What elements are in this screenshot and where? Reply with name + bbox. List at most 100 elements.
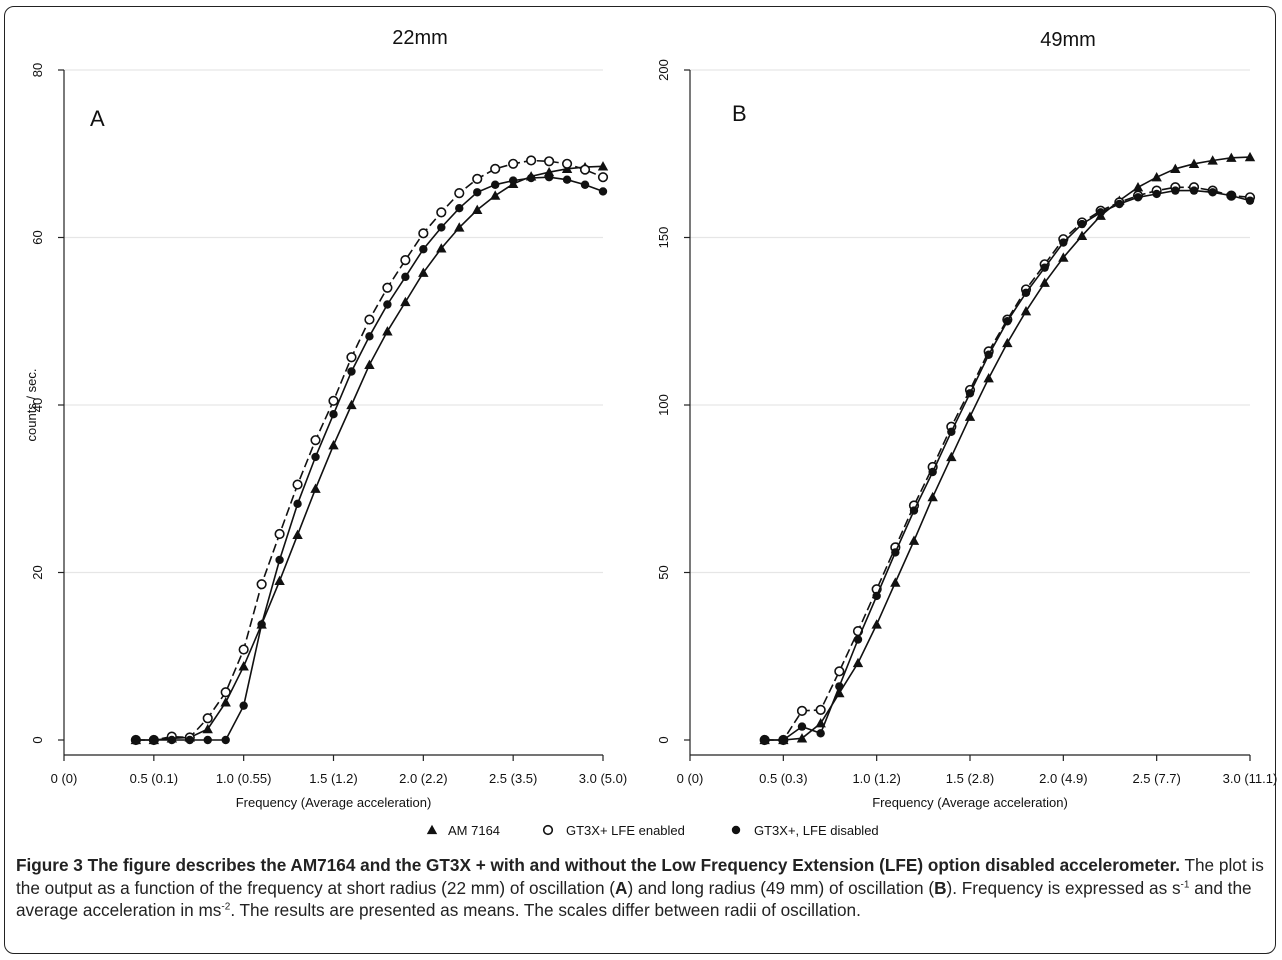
data-point-am-7164 xyxy=(436,243,447,253)
data-point-gt3x-lfe-disabled xyxy=(1077,219,1087,229)
data-point-am-7164 xyxy=(1020,306,1032,316)
data-point-gt3x-lfe-disabled xyxy=(598,187,608,196)
data-point-gt3x-lfe-disabled xyxy=(947,427,956,436)
data-point-gt3x-lfe-disabled xyxy=(984,350,993,359)
data-point-am-7164 xyxy=(927,491,938,502)
panel-title: 49mm xyxy=(1040,29,1096,51)
data-point-am-7164 xyxy=(472,204,483,215)
series-line-am-7164 xyxy=(135,165,604,741)
data-point-am-7164 xyxy=(220,697,231,707)
data-point-gt3x-lfe-enabled xyxy=(202,713,213,724)
data-point-am-7164 xyxy=(1188,158,1200,168)
data-point-gt3x-lfe-disabled xyxy=(526,173,536,183)
caption-text-4: and the average acceleration in ms xyxy=(16,877,1252,921)
data-point-gt3x-lfe-enabled xyxy=(364,314,375,325)
legend-label-am-7164: AM 7164 xyxy=(448,823,500,838)
data-point-gt3x-lfe-disabled xyxy=(816,729,825,738)
panel-letter: B xyxy=(732,101,747,126)
data-point-gt3x-lfe-enabled xyxy=(418,228,429,239)
data-point-am-7164 xyxy=(238,661,249,671)
data-point-gt3x-lfe-enabled xyxy=(436,207,447,218)
data-point-gt3x-lfe-disabled xyxy=(1003,317,1012,326)
x-tick-label: 0 (0) xyxy=(677,771,704,786)
x-tick-label: 2.0 (2.2) xyxy=(399,771,447,786)
data-point-am-7164 xyxy=(871,619,882,629)
data-point-am-7164 xyxy=(946,451,957,462)
data-point-gt3x-lfe-enabled xyxy=(220,687,231,698)
caption-text-3: ). Frequency is expressed as s xyxy=(946,877,1181,898)
legend: AM 7164 GT3X+ LFE enabled GT3X+, LFE disab… xyxy=(426,823,879,838)
data-point-gt3x-lfe-enabled xyxy=(346,352,357,363)
legend-label-gt3x-lfe-enabled: GT3X+ LFE enabled xyxy=(566,823,685,838)
data-point-gt3x-lfe-disabled xyxy=(491,180,500,189)
caption-text-2: ) and long radius (49 mm) of oscillation… xyxy=(627,877,935,898)
data-point-gt3x-lfe-disabled xyxy=(1227,191,1236,200)
data-point-am-7164 xyxy=(400,296,411,307)
data-point-gt3x-lfe-disabled xyxy=(1133,193,1143,202)
data-point-gt3x-lfe-disabled xyxy=(311,452,320,462)
data-point-am-7164 xyxy=(908,535,920,545)
data-point-gt3x-lfe-disabled xyxy=(1096,208,1105,217)
data-point-gt3x-lfe-enabled xyxy=(834,666,845,677)
caption-superscript-2: -2 xyxy=(221,901,231,913)
y-tick-label: 100 xyxy=(656,394,671,416)
data-point-gt3x-lfe-enabled xyxy=(328,395,339,406)
data-point-am-7164 xyxy=(418,267,429,277)
data-point-gt3x-lfe-disabled xyxy=(835,682,844,691)
panel-title: 22mm xyxy=(392,27,448,49)
x-tick-label: 0.5 (0.1) xyxy=(130,771,178,786)
data-point-am-7164 xyxy=(1002,337,1013,348)
legend-marker-gt3x-lfe-disabled xyxy=(731,825,741,835)
data-point-am-7164 xyxy=(274,575,285,586)
data-point-gt3x-lfe-disabled xyxy=(1171,186,1180,195)
data-point-am-7164 xyxy=(1076,230,1088,240)
data-point-gt3x-lfe-enabled xyxy=(561,158,573,169)
data-point-am-7164 xyxy=(796,733,808,743)
data-point-am-7164 xyxy=(1039,277,1050,287)
data-point-gt3x-lfe-disabled xyxy=(455,203,464,213)
x-tick-label: 2.5 (7.7) xyxy=(1132,771,1180,786)
data-point-am-7164 xyxy=(1207,155,1218,165)
data-point-gt3x-lfe-disabled xyxy=(544,173,554,182)
data-point-gt3x-lfe-disabled xyxy=(185,735,194,745)
panel-letter: A xyxy=(90,106,105,131)
data-point-am-7164 xyxy=(328,440,339,450)
data-point-gt3x-lfe-disabled xyxy=(760,735,769,745)
data-point-gt3x-lfe-disabled xyxy=(167,735,176,745)
data-point-gt3x-lfe-disabled xyxy=(221,735,230,745)
series-line-gt3x-lfe-disabled xyxy=(764,189,1251,741)
data-point-gt3x-lfe-disabled xyxy=(562,175,572,184)
x-tick-label: 2.0 (4.9) xyxy=(1039,771,1087,786)
x-tick-label: 3.0 (11.1) xyxy=(1223,771,1278,786)
data-point-gt3x-lfe-disabled xyxy=(437,223,446,232)
data-point-gt3x-lfe-enabled xyxy=(490,163,501,174)
data-point-gt3x-lfe-enabled xyxy=(508,158,519,169)
data-point-gt3x-lfe-disabled xyxy=(257,620,266,629)
data-point-gt3x-lfe-disabled xyxy=(1208,188,1217,197)
data-point-gt3x-lfe-disabled xyxy=(383,300,392,309)
data-point-gt3x-lfe-disabled xyxy=(891,548,900,557)
data-point-gt3x-lfe-disabled xyxy=(1115,199,1124,209)
data-point-gt3x-lfe-disabled xyxy=(329,410,338,419)
data-point-gt3x-lfe-disabled xyxy=(508,176,518,185)
data-point-gt3x-lfe-enabled xyxy=(597,172,609,183)
data-point-gt3x-lfe-enabled xyxy=(238,644,249,655)
caption-head: Figure 3 The figure describes the AM7164… xyxy=(16,855,1181,875)
data-point-gt3x-lfe-disabled xyxy=(1021,288,1031,297)
data-point-am-7164 xyxy=(1058,252,1069,262)
data-point-gt3x-lfe-disabled xyxy=(1245,196,1255,205)
data-point-am-7164 xyxy=(202,723,213,734)
data-point-gt3x-lfe-disabled xyxy=(365,332,374,341)
y-tick-label: 20 xyxy=(30,565,45,579)
caption-superscript-1: -1 xyxy=(1180,878,1190,890)
x-tick-label: 2.5 (3.5) xyxy=(489,771,537,786)
y-tick-label: 60 xyxy=(30,230,45,244)
x-tick-label: 1.0 (0.55) xyxy=(216,771,272,786)
data-point-am-7164 xyxy=(346,399,357,410)
data-point-gt3x-lfe-enabled xyxy=(274,528,285,540)
data-point-gt3x-lfe-disabled xyxy=(347,367,356,376)
x-tick-label: 0.5 (0.3) xyxy=(759,771,807,786)
data-point-gt3x-lfe-enabled xyxy=(796,705,808,716)
panel-b: 0 50 100 150 200 0 (0) 0.5 (0.3) 1.0 (1.2) 1.5 (… xyxy=(656,29,1277,810)
data-point-gt3x-lfe-enabled xyxy=(310,435,321,446)
